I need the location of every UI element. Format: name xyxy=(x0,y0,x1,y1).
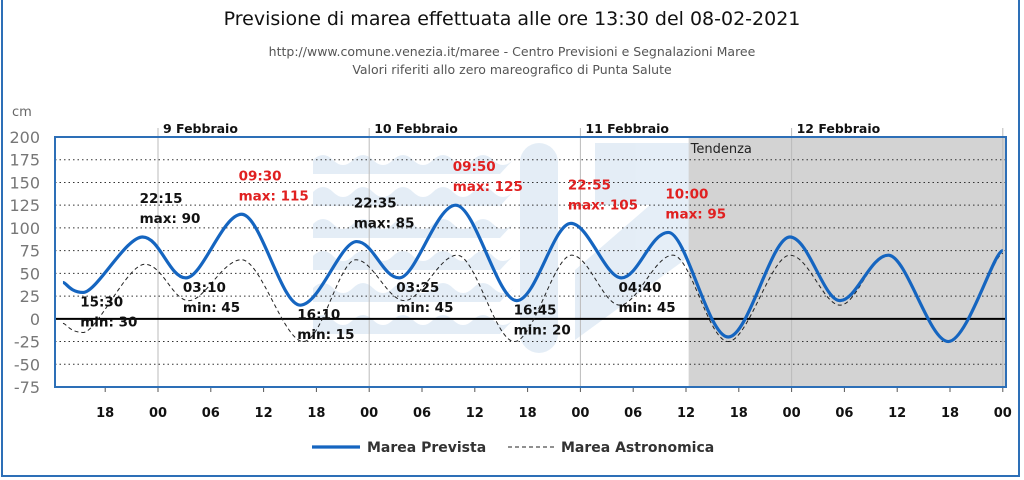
day-label: 10 Febbraio xyxy=(374,121,458,136)
annotation-time: 09:30 xyxy=(239,168,282,184)
annotation-time: 15:30 xyxy=(80,294,123,310)
annotation-time: 22:55 xyxy=(568,177,611,193)
annotation-value: min: 45 xyxy=(396,300,453,316)
annotation-time: 22:35 xyxy=(354,196,397,212)
x-tick-label: 12 xyxy=(888,406,906,421)
annotation-min: 04:40 min: 45 xyxy=(618,280,675,316)
y-tick-label: -25 xyxy=(14,333,40,352)
annotation-value: min: 20 xyxy=(514,323,571,339)
x-tick-label: 00 xyxy=(149,406,167,421)
x-tick-label: 00 xyxy=(360,406,378,421)
tendenza-region xyxy=(688,137,1006,387)
annotation-time: 09:50 xyxy=(453,159,496,175)
day-label: 11 Febbraio xyxy=(585,121,669,136)
annotation-time: 03:25 xyxy=(396,280,439,296)
x-tick-label: 18 xyxy=(941,406,959,421)
x-tick-label: 00 xyxy=(783,406,801,421)
annotation-time: 04:40 xyxy=(618,280,661,296)
y-tick-label: 0 xyxy=(30,310,40,329)
series-marea-prevista xyxy=(62,203,1004,344)
x-tick-label: 06 xyxy=(835,406,853,421)
watermark-arrow xyxy=(575,143,705,340)
annotation-value: min: 45 xyxy=(183,300,240,316)
annotation-min: 16:10 min: 15 xyxy=(297,307,354,343)
annotation-value: max: 90 xyxy=(140,211,201,227)
day-label: 9 Febbraio xyxy=(163,121,238,136)
y-tick-label: 75 xyxy=(20,242,40,261)
y-tick-label: 50 xyxy=(20,264,40,283)
annotation-max: 22:35 max: 85 xyxy=(354,196,415,232)
annotation-max: 22:15 max: 90 xyxy=(140,191,201,227)
annotation-max: 09:30 max: 115 xyxy=(239,168,309,204)
y-tick-label: 200 xyxy=(9,128,40,147)
chart-subtitle-source: http://www.comune.venezia.it/maree - Cen… xyxy=(268,44,756,59)
y-axis-label: cm xyxy=(12,105,32,120)
x-tick-label: 12 xyxy=(255,406,273,421)
x-tick-label: 06 xyxy=(202,406,220,421)
annotation-time: 16:45 xyxy=(514,303,557,319)
y-tick-label: -50 xyxy=(14,355,40,374)
annotation-value: min: 30 xyxy=(80,314,137,330)
annotation-value: min: 15 xyxy=(297,327,354,343)
annotation-min: 16:45 min: 20 xyxy=(514,303,571,339)
y-tick-label: 175 xyxy=(9,151,40,170)
x-tick-label: 18 xyxy=(307,406,325,421)
x-tick-label: 12 xyxy=(677,406,695,421)
annotation-min: 03:10 min: 45 xyxy=(183,280,240,316)
annotation-value: max: 95 xyxy=(665,206,726,222)
annotation-time: 16:10 xyxy=(297,307,340,323)
legend-marea-prevista-label: Marea Prevista xyxy=(367,440,486,456)
annotation-min: 15:30 min: 30 xyxy=(80,294,137,330)
annotation-max: 09:50 max: 125 xyxy=(453,159,523,195)
x-tick-label: 18 xyxy=(96,406,114,421)
legend: Marea Prevista Marea Astronomica xyxy=(312,440,714,456)
watermark-wave xyxy=(313,155,513,174)
annotation-max: 10:00 max: 95 xyxy=(665,186,726,222)
annotation-min: 03:25 min: 45 xyxy=(396,280,453,316)
y-tick-label: 150 xyxy=(9,173,40,192)
x-tick-label: 06 xyxy=(413,406,431,421)
x-tick-label: 06 xyxy=(624,406,642,421)
watermark-wave xyxy=(313,219,513,238)
annotation-value: max: 125 xyxy=(453,179,523,195)
annotation-time: 03:10 xyxy=(183,280,226,296)
annotation-value: max: 115 xyxy=(239,188,309,204)
annotation-value: min: 45 xyxy=(618,300,675,316)
y-tick-label: -75 xyxy=(14,378,40,397)
x-tick-label: 00 xyxy=(994,406,1012,421)
legend-marea-astronomica-label: Marea Astronomica xyxy=(561,440,714,456)
x-tick-label: 12 xyxy=(466,406,484,421)
annotation-time: 10:00 xyxy=(665,186,708,202)
day-label: 12 Febbraio xyxy=(797,121,881,136)
watermark-bar xyxy=(520,143,558,353)
y-tick-label: 125 xyxy=(9,196,40,215)
watermark-wave xyxy=(313,283,513,302)
watermark-wave xyxy=(313,251,513,270)
tendenza-label: Tendenza xyxy=(690,142,752,157)
annotation-value: max: 85 xyxy=(354,216,415,232)
plot-border xyxy=(54,136,1007,388)
chart-subtitle-reference: Valori riferiti allo zero mareografico d… xyxy=(352,62,672,77)
watermark-logo xyxy=(313,143,705,353)
annotation-max: 22:55 max: 105 xyxy=(568,177,638,213)
series-marea-astronomica xyxy=(62,252,1004,343)
y-tick-label: 100 xyxy=(9,219,40,238)
x-tick-label: 18 xyxy=(519,406,537,421)
annotation-value: max: 105 xyxy=(568,197,638,213)
annotation-time: 22:15 xyxy=(140,191,183,207)
chart-title: Previsione di marea effettuata alle ore … xyxy=(223,8,801,30)
x-tick-label: 18 xyxy=(730,406,748,421)
y-tick-label: 25 xyxy=(20,287,40,306)
x-tick-label: 00 xyxy=(571,406,589,421)
watermark-wave xyxy=(313,187,513,206)
